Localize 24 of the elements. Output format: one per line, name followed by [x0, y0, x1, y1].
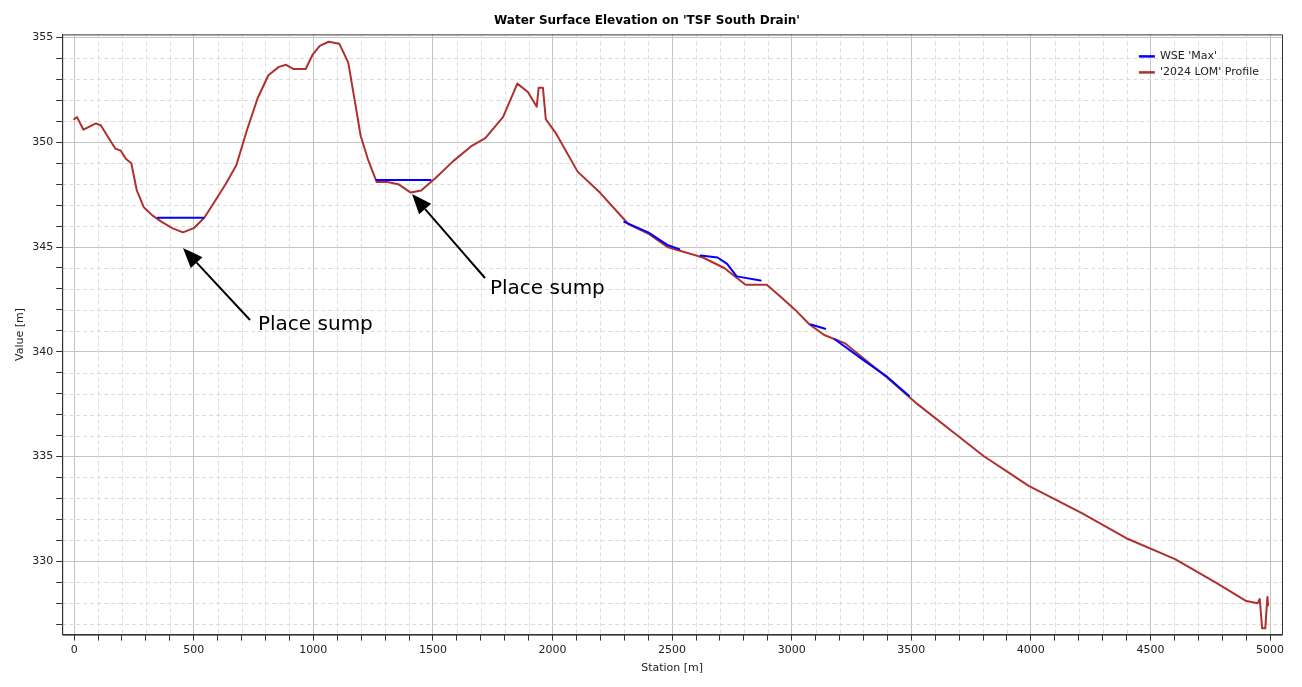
y-tick-label: 330 [32, 554, 54, 568]
x-tick-label: 0 [70, 643, 78, 657]
x-tick-label: 3500 [897, 643, 926, 657]
x-tick-label: 2500 [658, 643, 687, 657]
x-tick-label: 1500 [418, 643, 447, 657]
y-axis-title: Value [m] [13, 307, 27, 362]
x-tick-label: 3000 [777, 643, 806, 657]
y-tick-label: 335 [32, 449, 54, 463]
y-tick-label: 355 [32, 30, 54, 44]
y-tick-label: 345 [32, 239, 54, 253]
x-tick-label: 4000 [1016, 643, 1045, 657]
annotation: Place sump [490, 275, 605, 300]
x-tick-label: 2000 [538, 643, 567, 657]
legend-label: WSE 'Max' [1159, 49, 1217, 63]
chart-title: Water Surface Elevation on 'TSF South Drain' [494, 13, 800, 28]
y-tick-label: 350 [32, 135, 54, 149]
y-tick-label: 340 [32, 344, 54, 358]
x-tick-label: 5000 [1256, 643, 1285, 657]
annotation: Place sump [258, 311, 373, 336]
x-tick-label: 500 [183, 643, 205, 657]
x-axis-title: Station [m] [641, 661, 704, 675]
x-tick-label: 1000 [299, 643, 328, 657]
x-tick-label: 4500 [1136, 643, 1165, 657]
legend-label: '2024 LOM' Profile [1159, 65, 1260, 79]
